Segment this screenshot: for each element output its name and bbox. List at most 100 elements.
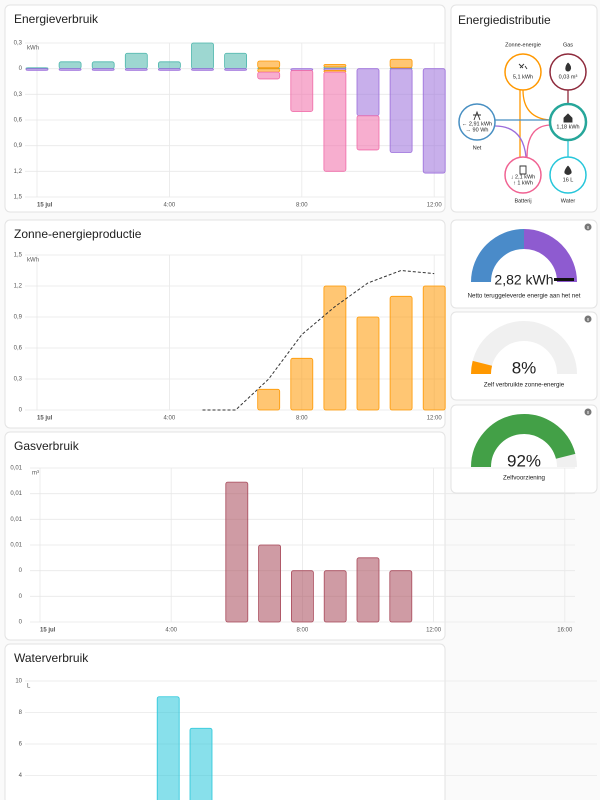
bar bbox=[323, 71, 347, 172]
card bbox=[450, 404, 598, 494]
node-value: 16 L bbox=[563, 177, 574, 183]
node-label: Net bbox=[473, 145, 482, 151]
bar bbox=[323, 63, 347, 68]
y-tick-label: 0 bbox=[19, 568, 23, 574]
node bbox=[504, 156, 542, 194]
x-tick-label: 4:00 bbox=[164, 416, 176, 422]
node-value: 1,18 kWh bbox=[556, 124, 579, 130]
node-icon bbox=[519, 165, 527, 175]
chart-title: Waterverbruik bbox=[14, 651, 89, 665]
bar bbox=[257, 388, 281, 411]
gauge-value-arc bbox=[471, 414, 576, 468]
card bbox=[450, 311, 598, 401]
y-unit: L bbox=[27, 684, 31, 690]
node-value: 0,03 m³ bbox=[559, 74, 578, 80]
x-tick-label: 4:00 bbox=[164, 203, 176, 209]
gauge-label: Zelfvoorziening bbox=[503, 475, 546, 482]
chart-title: Energieverbruik bbox=[14, 12, 99, 26]
bar bbox=[124, 52, 148, 70]
distribution-title: Energiedistributie bbox=[458, 13, 551, 27]
bar bbox=[191, 68, 214, 71]
bar bbox=[389, 295, 413, 411]
chart-title: Zonne-energieproductie bbox=[14, 227, 142, 241]
y-unit: kWh bbox=[27, 46, 39, 52]
gauge-label: Zelf verbruikte zonne-energie bbox=[484, 382, 565, 389]
node-label: Zonne-energie bbox=[505, 42, 541, 48]
y-tick-label: 0 bbox=[19, 620, 23, 626]
bar bbox=[290, 69, 314, 112]
chart-title: Gasverbruik bbox=[14, 439, 80, 453]
flow-grid-battery bbox=[494, 125, 527, 158]
node-icon bbox=[518, 63, 528, 70]
bar bbox=[356, 68, 380, 117]
bar bbox=[257, 68, 281, 73]
node-label: Water bbox=[561, 198, 576, 204]
bar bbox=[157, 61, 181, 70]
node-icon bbox=[564, 165, 572, 175]
gauge-label: Netto teruggeleverde energie aan het net bbox=[468, 293, 581, 300]
y-tick-label: 0,01 bbox=[10, 543, 22, 549]
node-value: 5,1 kWh bbox=[513, 74, 533, 80]
bar bbox=[323, 570, 347, 623]
node bbox=[504, 53, 542, 91]
bar bbox=[191, 42, 214, 70]
node-icon bbox=[563, 113, 573, 123]
node-icon bbox=[473, 110, 481, 121]
y-tick-label: 0,01 bbox=[10, 517, 22, 523]
y-tick-label: 1,5 bbox=[14, 195, 23, 201]
gauge-value-arc bbox=[471, 360, 493, 375]
x-tick-label: 8:00 bbox=[296, 416, 308, 422]
x-tick-label: 15 jul bbox=[40, 628, 56, 634]
bar bbox=[58, 61, 82, 70]
y-tick-label: 8 bbox=[19, 710, 23, 716]
gauge-value: 92% bbox=[507, 451, 541, 470]
node bbox=[549, 156, 587, 194]
bar bbox=[422, 285, 446, 411]
y-tick-label: 10 bbox=[15, 679, 22, 685]
x-tick-label: 16:00 bbox=[557, 628, 573, 634]
content: Energieverbruik kWh 0,3 0 0,3 0,6 0,9 1,2 1,5 15 … bbox=[10, 12, 597, 800]
node-value: ↓ 2,1 kWh bbox=[511, 174, 535, 180]
y-tick-label: 6 bbox=[19, 742, 23, 748]
node-icon bbox=[565, 62, 572, 72]
x-tick-label: 12:00 bbox=[427, 416, 443, 422]
x-tick-label: 12:00 bbox=[427, 203, 443, 209]
bar bbox=[91, 68, 115, 71]
bar bbox=[25, 68, 49, 71]
node-value: ← 2,91 kWh bbox=[462, 121, 492, 127]
bar bbox=[257, 71, 281, 80]
bar bbox=[422, 68, 446, 174]
gauge-value: 8% bbox=[512, 358, 537, 377]
y-tick-label: 0,01 bbox=[10, 466, 22, 472]
bar bbox=[356, 115, 380, 151]
bar bbox=[157, 68, 181, 71]
x-tick-label: 8:00 bbox=[296, 203, 308, 209]
flow-lines bbox=[494, 89, 569, 158]
forecast-line bbox=[202, 269, 435, 411]
y-tick-label: 0,3 bbox=[14, 41, 23, 47]
bar bbox=[290, 570, 314, 623]
y-tick-label: 0,6 bbox=[14, 346, 23, 352]
bar bbox=[323, 285, 347, 411]
gauge-arc bbox=[523, 229, 577, 283]
y-tick-label: 1,2 bbox=[14, 169, 23, 175]
bar bbox=[224, 52, 248, 70]
y-tick-label: 0,3 bbox=[14, 92, 23, 98]
node bbox=[458, 103, 496, 141]
y-tick-label: 0,3 bbox=[14, 377, 23, 383]
y-tick-label: 0 bbox=[19, 66, 23, 72]
gauge-value: 2,82 kWh bbox=[494, 272, 553, 288]
y-tick-label: 0,01 bbox=[10, 491, 22, 497]
y-tick-label: 0,9 bbox=[14, 143, 23, 149]
node-value: ↑ 1 kWh bbox=[513, 180, 533, 186]
gauge-track bbox=[471, 321, 577, 375]
node-value: → 90 Wh bbox=[466, 127, 489, 133]
y-tick-label: 1,2 bbox=[14, 284, 23, 290]
bar bbox=[91, 61, 115, 70]
bar bbox=[58, 68, 82, 71]
x-tick-label: 12:00 bbox=[426, 628, 442, 634]
y-tick-label: 0,9 bbox=[14, 315, 23, 321]
y-tick-label: 0 bbox=[19, 408, 23, 414]
bar bbox=[290, 357, 314, 411]
